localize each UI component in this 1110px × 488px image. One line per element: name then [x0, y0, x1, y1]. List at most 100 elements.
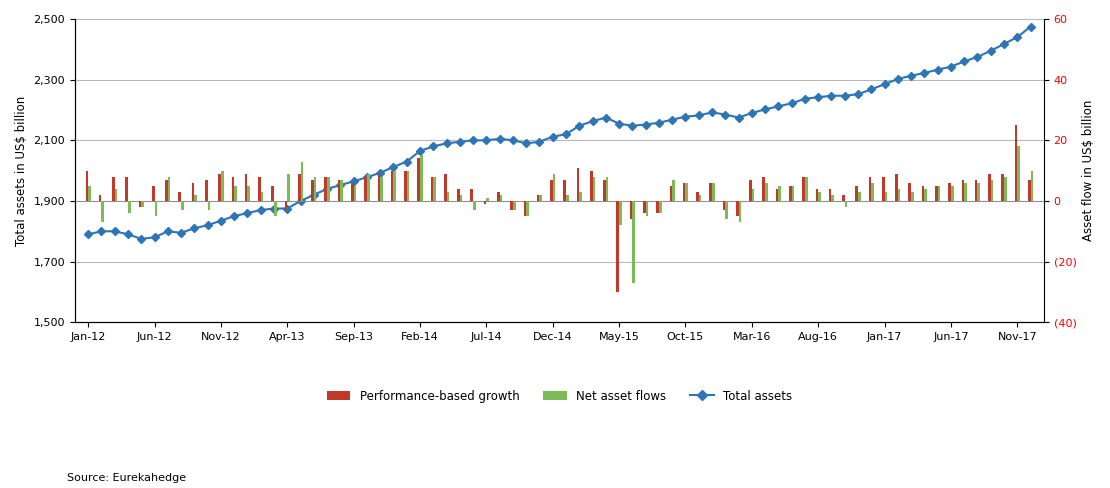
Bar [589, 171, 593, 201]
Bar [351, 183, 354, 201]
Bar [181, 201, 184, 210]
Bar [141, 201, 144, 207]
Bar [765, 183, 768, 201]
Bar [139, 201, 141, 207]
Bar [643, 201, 646, 213]
Bar [364, 177, 367, 201]
Y-axis label: Asset flow in US$ billion: Asset flow in US$ billion [1082, 100, 1094, 241]
Line: Total assets: Total assets [85, 24, 1033, 242]
Total assets [321, 186, 334, 192]
Bar [314, 177, 316, 201]
Bar [88, 186, 91, 201]
Bar [683, 183, 686, 201]
Bar [232, 177, 234, 201]
Bar [284, 201, 287, 210]
Bar [486, 198, 490, 201]
Bar [258, 177, 261, 201]
Bar [431, 177, 433, 201]
Bar [1028, 180, 1030, 201]
Bar [935, 186, 938, 201]
Total assets [81, 231, 94, 237]
Bar [524, 201, 526, 216]
Legend: Performance-based growth, Net asset flows, Total assets: Performance-based growth, Net asset flow… [322, 385, 797, 407]
Bar [566, 195, 568, 201]
Bar [723, 201, 725, 210]
Bar [616, 201, 619, 292]
Bar [951, 186, 953, 201]
Bar [895, 174, 898, 201]
Bar [446, 192, 450, 201]
Bar [192, 183, 194, 201]
Bar [433, 177, 436, 201]
Bar [975, 180, 978, 201]
Total assets [228, 213, 241, 219]
Bar [725, 201, 728, 219]
Bar [629, 201, 633, 219]
Bar [526, 201, 528, 216]
Total assets [626, 123, 639, 129]
Bar [85, 171, 88, 201]
Bar [948, 183, 951, 201]
Bar [553, 174, 555, 201]
Bar [991, 180, 993, 201]
Bar [789, 186, 791, 201]
Bar [393, 171, 396, 201]
Bar [324, 177, 327, 201]
Bar [297, 174, 301, 201]
Bar [551, 180, 553, 201]
Bar [154, 201, 158, 216]
Bar [417, 159, 420, 201]
Bar [646, 201, 648, 216]
Bar [1001, 174, 1005, 201]
Bar [112, 177, 114, 201]
Bar [194, 195, 196, 201]
Bar [749, 180, 751, 201]
Bar [579, 192, 582, 201]
Bar [908, 183, 911, 201]
Bar [709, 183, 712, 201]
Bar [248, 186, 250, 201]
Bar [205, 180, 208, 201]
Bar [763, 177, 765, 201]
Bar [301, 162, 303, 201]
Bar [99, 195, 101, 201]
Bar [921, 186, 925, 201]
Bar [885, 192, 887, 201]
Bar [152, 186, 154, 201]
Bar [406, 171, 410, 201]
Bar [221, 171, 223, 201]
Bar [114, 189, 118, 201]
Bar [816, 189, 818, 201]
Bar [619, 201, 622, 225]
Bar [576, 167, 579, 201]
Bar [497, 192, 500, 201]
Bar [842, 195, 845, 201]
Bar [420, 156, 423, 201]
Total assets [134, 236, 148, 242]
Bar [168, 177, 171, 201]
Bar [101, 201, 104, 222]
Bar [261, 192, 263, 201]
Bar [287, 174, 290, 201]
Bar [311, 180, 314, 201]
Bar [471, 189, 473, 201]
Bar [513, 201, 515, 210]
Bar [978, 183, 980, 201]
Bar [669, 186, 673, 201]
Bar [234, 186, 236, 201]
Bar [593, 177, 595, 201]
Bar [791, 186, 795, 201]
Total assets [413, 148, 426, 154]
Bar [271, 186, 274, 201]
Bar [829, 189, 831, 201]
Bar [751, 189, 755, 201]
Bar [337, 180, 341, 201]
Total assets [692, 113, 705, 119]
Text: Source: Eurekahedge: Source: Eurekahedge [67, 473, 185, 483]
Bar [208, 201, 210, 210]
Bar [511, 201, 513, 210]
Bar [965, 183, 967, 201]
Bar [938, 186, 940, 201]
Bar [778, 186, 781, 201]
Bar [1005, 177, 1007, 201]
